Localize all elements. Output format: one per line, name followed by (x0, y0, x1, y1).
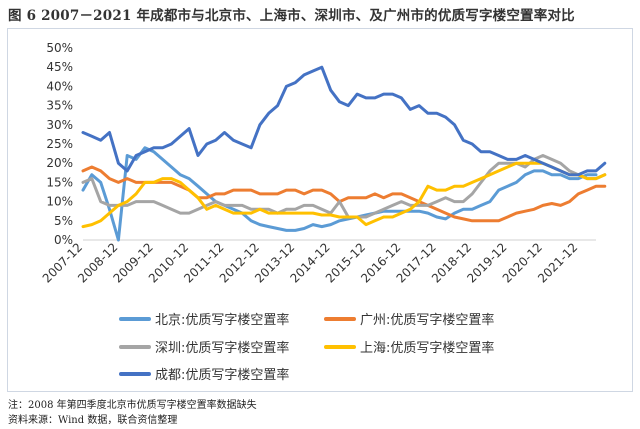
line-chart: 0% 5% 10% 15% 20% 25% 30% 35% 40% 45% 50% 2007-122… (40, 41, 607, 383)
legend-label: 北京:优质写字楼空置率 (155, 312, 289, 328)
footnote-missing-data: 注：2008 年第四季度北京市优质写字楼空置率数据缺失 (8, 400, 257, 411)
y-tick-label: 30% (46, 118, 73, 132)
y-axis-ticks: 0% 5% 10% 15% 20% 25% 30% 35% 40% 45% 50% (46, 41, 73, 247)
y-tick-label: 50% (46, 41, 73, 55)
series-line-1 (81, 165, 607, 223)
y-tick-label: 20% (46, 156, 73, 170)
y-tick-label: 35% (46, 99, 73, 113)
y-tick-label: 40% (46, 79, 73, 93)
figure-title: 图 6 2007－2021 年成都市与北京市、上海市、深圳市、及广州市的优质写字… (8, 8, 575, 24)
legend-label: 上海:优质写字楼空置率 (360, 340, 494, 356)
footnote-source: 资料来源：Wind 数据，联合资信整理 (8, 415, 178, 426)
y-tick-label: 5% (54, 214, 73, 228)
legend-label: 成都:优质写字楼空置率 (155, 367, 289, 383)
y-tick-label: 45% (46, 60, 73, 74)
legend-label: 广州:优质写字楼空置率 (360, 312, 494, 328)
y-tick-label: 10% (46, 195, 73, 209)
y-tick-label: 25% (46, 137, 73, 151)
y-tick-label: 0% (54, 233, 73, 247)
series-lines (81, 65, 607, 242)
series-line-0 (81, 146, 598, 242)
chart-frame: 0% 5% 10% 15% 20% 25% 30% 35% 40% 45% 50% 2007-12 2… (7, 28, 633, 392)
series-line-2 (81, 154, 607, 219)
y-tick-label: 15% (46, 175, 73, 189)
series-line-3 (81, 161, 607, 229)
x-axis-ticks: 2007-122008-122009-122010-122011-122012-… (40, 240, 581, 285)
series-line-4 (81, 65, 607, 177)
legend-label: 深圳:优质写字楼空置率 (155, 340, 289, 356)
